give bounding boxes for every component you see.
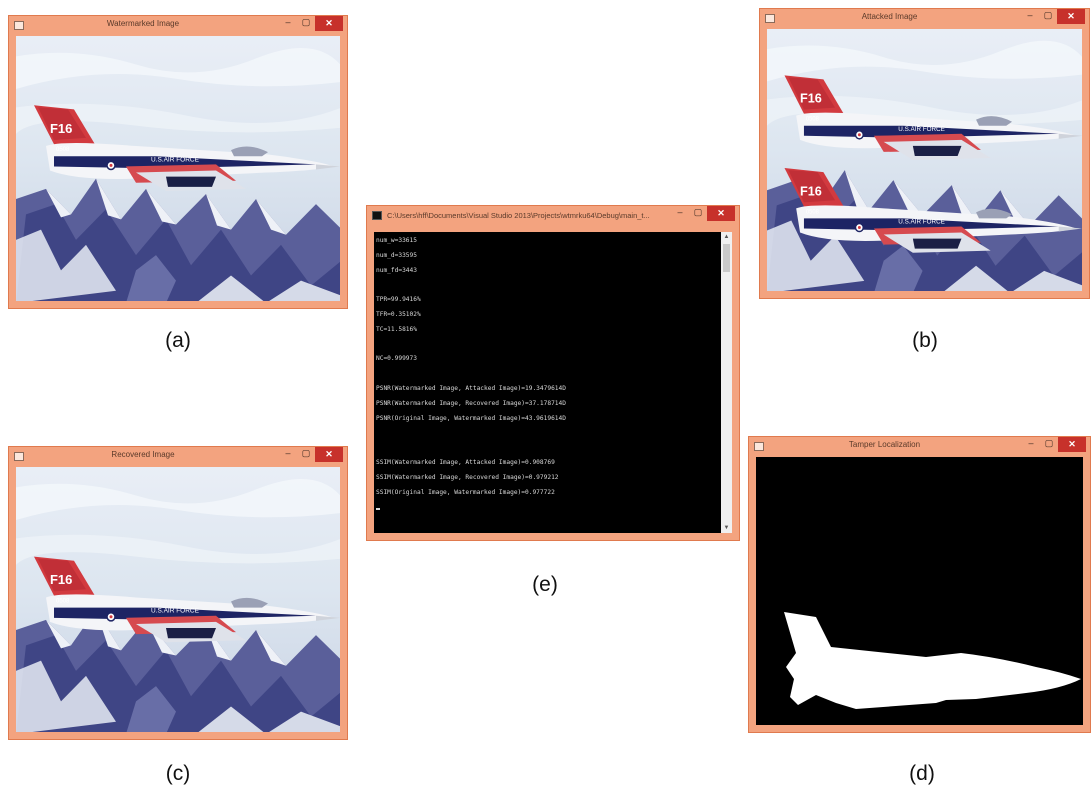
caption-d: (d): [909, 762, 935, 785]
watermarked-image: F16 0508 U.S.AIR FORCE: [16, 36, 340, 301]
console-line: NC=0.999973: [376, 355, 417, 363]
recovered-image: F16 0508 U.S.AIR FORCE: [16, 467, 340, 732]
close-button[interactable]: ✕: [707, 206, 735, 221]
close-button[interactable]: ✕: [315, 16, 343, 31]
minimize-button[interactable]: –: [1027, 10, 1033, 20]
watermarked-image-canvas: F16 0508 U.S.AIR FORCE: [16, 36, 340, 301]
serial-text: 0508: [56, 147, 70, 153]
minimize-button[interactable]: –: [677, 207, 683, 217]
serial-text-duplicate: 0508: [806, 209, 820, 215]
app-icon: [14, 21, 24, 30]
minimize-button[interactable]: –: [1028, 438, 1034, 448]
console-output[interactable]: num_w=33615 num_d=33595 num_fd=3443 TPR=99.…: [374, 232, 732, 533]
watermarked-image-window: Watermarked Image – ▢ ✕ F16 0508 U.S.AIR…: [8, 15, 348, 309]
fuselage-text: U.S.AIR FORCE: [151, 608, 200, 615]
console-line: PSNR(Original Image, Watermarked Image)=…: [376, 414, 566, 422]
app-icon: [14, 452, 24, 461]
close-button[interactable]: ✕: [1058, 437, 1086, 452]
attacked-image-window: Attacked Image – ▢ ✕ F16 0508 U.S.AIR FO…: [759, 8, 1090, 299]
console-window: C:\Users\hff\Documents\Visual Studio 201…: [366, 205, 740, 541]
tail-text: F16: [50, 572, 72, 587]
tamper-mask-silhouette: [784, 612, 1081, 709]
maximize-button[interactable]: ▢: [301, 17, 311, 27]
tail-text: F16: [800, 90, 822, 105]
maximize-button[interactable]: ▢: [301, 448, 311, 458]
recovered-image-window: Recovered Image – ▢ ✕ F16 0508 U.S.AIR F…: [8, 446, 348, 740]
console-line: TFR=0.35102%: [376, 311, 421, 318]
scroll-down-icon[interactable]: ▼: [723, 525, 730, 531]
console-line: SSIM(Original Image, Watermarked Image)=…: [376, 488, 555, 496]
tail-text: F16: [50, 121, 72, 136]
console-line: PSNR(Watermarked Image, Recovered Image)…: [376, 399, 566, 407]
window-title: C:\Users\hff\Documents\Visual Studio 201…: [387, 211, 650, 220]
window-title: Recovered Image: [111, 450, 175, 459]
tamper-map: [756, 457, 1083, 725]
minimize-button[interactable]: –: [285, 17, 291, 27]
maximize-button[interactable]: ▢: [1044, 438, 1054, 448]
vertical-scrollbar[interactable]: ▲ ▼: [721, 232, 732, 533]
app-icon: [765, 14, 775, 23]
tail-text-duplicate: F16: [800, 183, 822, 198]
serial-text: 0508: [56, 599, 70, 605]
scroll-thumb[interactable]: [723, 244, 730, 272]
console-line: TPR=99.9416%: [376, 296, 421, 304]
close-button[interactable]: ✕: [315, 447, 343, 462]
maximize-button[interactable]: ▢: [693, 207, 703, 217]
console-line: PSNR(Watermarked Image, Attacked Image)=…: [376, 385, 566, 392]
app-icon: [754, 442, 764, 451]
maximize-button[interactable]: ▢: [1043, 10, 1053, 20]
caption-e: (e): [532, 573, 558, 596]
minimize-button[interactable]: –: [285, 448, 291, 458]
console-line: SSIM(Watermarked Image, Recovered Image)…: [376, 473, 559, 481]
attacked-image-canvas: F16 0508 U.S.AIR FORCE F16 0508 U.S.AIR …: [767, 29, 1082, 291]
fuselage-text-duplicate: U.S.AIR FORCE: [898, 218, 945, 225]
console-line: num_w=33615: [376, 237, 417, 244]
console-cursor: [376, 508, 380, 511]
console-line: num_fd=3443: [376, 266, 417, 274]
close-button[interactable]: ✕: [1057, 9, 1085, 24]
recovered-image-canvas: F16 0508 U.S.AIR FORCE: [16, 467, 340, 732]
serial-text: 0508: [806, 117, 820, 123]
console-line: SSIM(Watermarked Image, Attacked Image)=…: [376, 459, 555, 466]
window-title: Tamper Localization: [848, 440, 921, 449]
title-bar[interactable]: C:\Users\hff\Documents\Visual Studio 201…: [367, 206, 739, 226]
tamper-mask-canvas: [784, 612, 1081, 709]
console-line: num_d=33595: [376, 251, 417, 259]
caption-c: (c): [165, 762, 191, 785]
window-title: Watermarked Image: [106, 19, 180, 28]
attacked-image: F16 0508 U.S.AIR FORCE F16 0508 U.S.AIR …: [767, 29, 1082, 291]
caption-b: (b): [912, 329, 938, 352]
console-line: TC=11.5816%: [376, 325, 417, 333]
title-bar[interactable]: Recovered Image – ▢ ✕: [9, 447, 347, 467]
title-bar[interactable]: Watermarked Image – ▢ ✕: [9, 16, 347, 36]
console-app-icon: [372, 211, 382, 220]
caption-a: (a): [165, 329, 191, 352]
scroll-up-icon[interactable]: ▲: [723, 234, 730, 240]
tamper-localization-window: Tamper Localization – ▢ ✕: [748, 436, 1091, 733]
fuselage-text: U.S.AIR FORCE: [898, 126, 945, 133]
title-bar[interactable]: Tamper Localization – ▢ ✕: [749, 437, 1090, 457]
fuselage-text: U.S.AIR FORCE: [151, 156, 200, 163]
window-title: Attacked Image: [861, 12, 918, 21]
title-bar[interactable]: Attacked Image – ▢ ✕: [760, 9, 1089, 29]
